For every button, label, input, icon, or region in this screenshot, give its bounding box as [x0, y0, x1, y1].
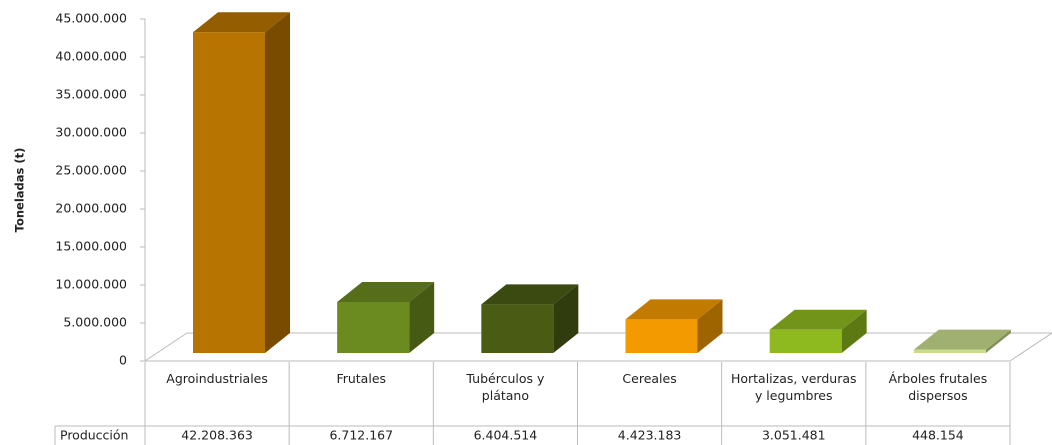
bar-front [481, 304, 554, 353]
bar [481, 284, 579, 353]
bar-top [913, 329, 1011, 350]
bar-front [913, 349, 986, 353]
row-header: Producción [60, 428, 128, 443]
y-tick-label: 10.000.000 [55, 277, 127, 292]
x-tick-label: Agroindustriales [166, 371, 268, 386]
value-label: 42.208.363 [181, 428, 253, 443]
value-label: 6.404.514 [474, 428, 538, 443]
x-tick-label: Cereales [622, 371, 677, 386]
y-tick-label: 15.000.000 [55, 239, 127, 254]
bar-top [193, 12, 290, 33]
y-tick-label: 20.000.000 [55, 201, 127, 216]
bar-front [769, 329, 842, 353]
bar [337, 281, 435, 353]
bar-top [481, 284, 579, 305]
category-cell: Agroindustriales [166, 371, 268, 386]
y-tick-label: 5.000.000 [63, 315, 127, 330]
value-label: 6.712.167 [329, 428, 393, 443]
category-cell: Frutales [336, 371, 387, 386]
bar-side [697, 299, 723, 353]
bar-side [409, 281, 435, 353]
x-tick-label: Frutales [336, 371, 387, 386]
value-label: 448.154 [912, 428, 964, 443]
bar [193, 12, 290, 354]
bar-side [841, 309, 867, 353]
y-tick-label: 30.000.000 [55, 125, 127, 140]
x-tick-label: Árboles frutales dispersos [888, 371, 988, 403]
x-tick-label: Hortalizas, verduras y legumbres [730, 371, 857, 403]
y-tick-label: 35.000.000 [55, 87, 127, 102]
category-cell: Hortalizas, verduras y legumbres [730, 371, 857, 403]
bar [625, 299, 723, 353]
bar-front [193, 32, 265, 354]
y-tick-label: 40.000.000 [55, 49, 127, 64]
x-tick-label: Tubérculos y plátano [466, 371, 545, 403]
category-cell: Tubérculos y plátano [466, 371, 545, 403]
y-axis-label: Toneladas (t) [13, 148, 27, 233]
bar-side [553, 284, 579, 353]
category-cell: Árboles frutales dispersos [888, 371, 988, 403]
y-tick-label: 25.000.000 [55, 163, 127, 178]
value-label: 4.423.183 [618, 428, 682, 443]
bar-side [985, 329, 1011, 353]
category-cell: Cereales [622, 371, 677, 386]
bar-top [625, 299, 723, 320]
bar-front [625, 319, 698, 353]
value-label: 3.051.481 [762, 428, 826, 443]
bar-top [337, 281, 435, 302]
bar [913, 329, 1011, 353]
bar-top [769, 309, 867, 330]
bar-front [337, 301, 410, 353]
bar-side [265, 12, 290, 354]
y-tick-label: 0 [119, 353, 127, 368]
y-tick-label: 45.000.000 [55, 11, 127, 26]
bar [769, 309, 867, 353]
